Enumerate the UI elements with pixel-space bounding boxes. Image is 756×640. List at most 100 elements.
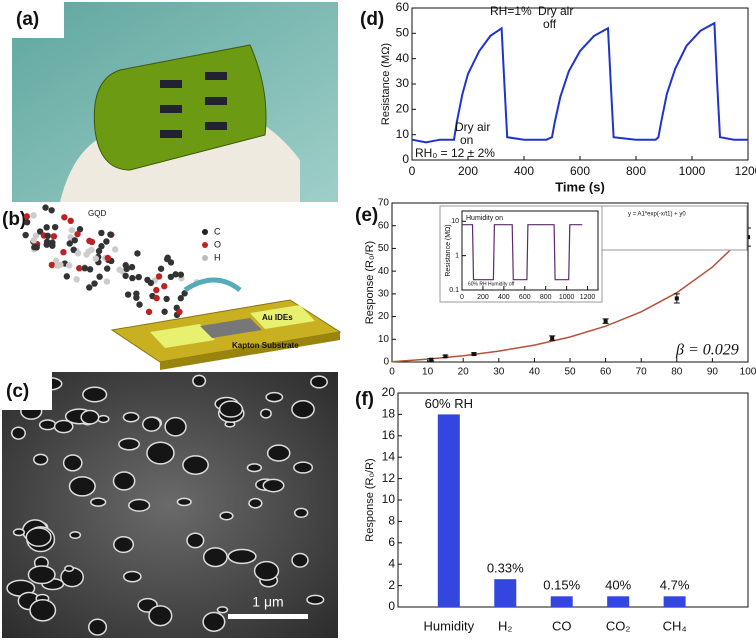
atom bbox=[145, 308, 153, 316]
pore bbox=[146, 441, 175, 465]
bar-annotation: 60% RH bbox=[425, 396, 473, 411]
pore bbox=[27, 565, 56, 585]
x-tick-label: 800 bbox=[540, 294, 552, 301]
pore bbox=[113, 535, 135, 554]
inset-text: Humidity on bbox=[466, 215, 503, 222]
data-line bbox=[391, 232, 749, 363]
annotation: on bbox=[460, 133, 473, 147]
atom bbox=[153, 286, 160, 294]
x-tick-label: 1200 bbox=[580, 294, 596, 301]
atom bbox=[164, 254, 171, 261]
atom bbox=[30, 212, 37, 219]
y-tick-label: 10 bbox=[451, 218, 459, 225]
point bbox=[603, 319, 608, 324]
pore bbox=[293, 461, 314, 474]
atom bbox=[177, 295, 185, 302]
pore bbox=[128, 498, 151, 512]
y-axis-label: Response (R₀/R) bbox=[364, 458, 376, 541]
atom bbox=[167, 273, 175, 281]
molecule-label: GQD bbox=[88, 209, 106, 218]
atom bbox=[107, 231, 114, 238]
atom bbox=[42, 204, 49, 211]
atom bbox=[50, 233, 58, 240]
electrodes bbox=[160, 72, 227, 138]
y-tick-label: 0 bbox=[402, 152, 409, 166]
y-tick-label: 8 bbox=[388, 514, 395, 528]
atom bbox=[67, 217, 74, 225]
pore bbox=[218, 400, 244, 418]
x-tick-label: 80 bbox=[671, 367, 683, 378]
y-tick-label: 0 bbox=[383, 357, 389, 368]
molecule bbox=[22, 204, 201, 330]
pore bbox=[141, 416, 162, 432]
panel-b: (b) GQD C O H Au IDEs Kapton Substrate bbox=[2, 204, 342, 370]
atom bbox=[98, 229, 105, 237]
atom bbox=[60, 248, 67, 256]
annotation: Dry air bbox=[455, 120, 490, 134]
atom bbox=[23, 219, 31, 226]
atom bbox=[124, 291, 132, 298]
legend-dot bbox=[202, 242, 208, 248]
pore bbox=[164, 416, 187, 437]
legend-label: C bbox=[214, 226, 221, 236]
atom bbox=[134, 250, 141, 257]
pore bbox=[97, 414, 110, 424]
y-tick-label: 10 bbox=[382, 492, 396, 506]
y-tick-label: 1 bbox=[455, 253, 459, 260]
y-tick-label: 20 bbox=[396, 102, 410, 116]
pore bbox=[262, 478, 285, 493]
atom bbox=[74, 250, 82, 257]
pore bbox=[62, 454, 83, 472]
pore bbox=[306, 594, 325, 605]
pore bbox=[69, 531, 82, 540]
atom bbox=[163, 295, 170, 303]
bar-annotation: 0.15% bbox=[543, 578, 580, 593]
legend-dot bbox=[202, 229, 208, 235]
y-axis-label: Response (R₀/R) bbox=[364, 241, 376, 324]
x-tick-label: 400 bbox=[514, 164, 534, 178]
legend-dot bbox=[202, 255, 208, 261]
y-tick-label: 6 bbox=[388, 535, 395, 549]
panel-label: (e) bbox=[355, 205, 378, 226]
x-tick-label: 1200 bbox=[735, 164, 756, 178]
inset-bg bbox=[439, 205, 603, 303]
electrode-label: Au IDEs bbox=[262, 313, 293, 322]
atom bbox=[43, 238, 51, 246]
pore bbox=[291, 552, 309, 568]
pore bbox=[10, 426, 26, 440]
pore bbox=[122, 411, 140, 423]
atom bbox=[86, 284, 93, 291]
x-tick-label: 90 bbox=[707, 367, 719, 378]
y-tick-label: 30 bbox=[378, 288, 390, 299]
atom bbox=[116, 266, 123, 273]
atom bbox=[74, 230, 81, 238]
pore bbox=[182, 455, 209, 475]
atom bbox=[104, 254, 112, 262]
scale-label: 1 μm bbox=[252, 594, 283, 610]
x-tick-label: 70 bbox=[636, 367, 648, 378]
atom bbox=[95, 247, 103, 255]
pore bbox=[112, 471, 136, 491]
arrow bbox=[183, 277, 242, 293]
pore bbox=[202, 547, 228, 568]
atom bbox=[81, 264, 89, 272]
atom bbox=[103, 278, 111, 285]
panel-label: (d) bbox=[360, 9, 384, 30]
substrate-label: Kapton Substrate bbox=[232, 341, 299, 350]
pad bbox=[250, 305, 315, 329]
pore bbox=[246, 463, 263, 473]
atom bbox=[96, 273, 103, 280]
inset-text: 60% RH Humidity off bbox=[468, 281, 515, 287]
pore bbox=[29, 598, 57, 622]
y-tick-label: 0.1 bbox=[449, 287, 459, 294]
pore bbox=[310, 375, 328, 389]
atom bbox=[153, 294, 160, 302]
pore bbox=[53, 419, 74, 434]
y-tick-label: 40 bbox=[378, 266, 390, 277]
atom bbox=[65, 262, 73, 269]
atom bbox=[157, 265, 165, 272]
x-tick-label: 1000 bbox=[679, 164, 706, 178]
atom bbox=[48, 207, 55, 214]
atom bbox=[91, 280, 98, 287]
atom bbox=[92, 255, 99, 262]
